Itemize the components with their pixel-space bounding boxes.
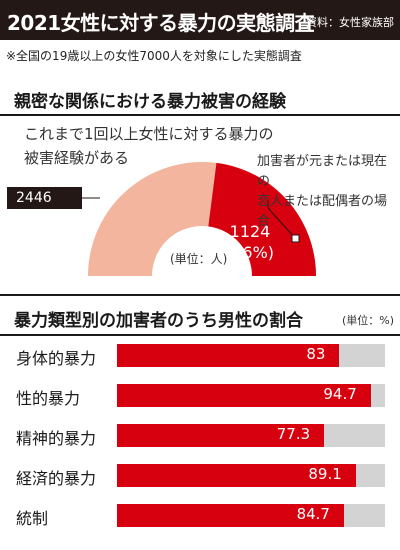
bar-track: 77.3 bbox=[117, 424, 385, 447]
bar-track: 83 bbox=[117, 344, 385, 367]
callout-line-2: 恋人または配偶者の場合 bbox=[257, 194, 388, 229]
bar-track: 94.7 bbox=[117, 384, 385, 407]
bar-value-label: 89.1 bbox=[308, 465, 342, 483]
section2-top-divider bbox=[0, 294, 400, 296]
bar bbox=[117, 384, 371, 407]
bar-category-label: 統制 bbox=[16, 509, 49, 528]
total-value-box: 2446 bbox=[7, 187, 82, 209]
description-line-2: 被害経験がある bbox=[24, 149, 130, 167]
bar-value-label: 94.7 bbox=[323, 385, 357, 403]
section2-title: 暴力類型別の加害者のうち男性の割合 bbox=[14, 311, 303, 331]
part-value-label: 1124 bbox=[230, 222, 271, 241]
header-bar: 2021女性に対する暴力の実態調査 資料：女性家族部 bbox=[0, 0, 400, 40]
bar bbox=[117, 344, 340, 367]
source-label: 資料：女性家族部 bbox=[306, 16, 394, 29]
half-donut-chart: 1124 (46%) bbox=[73, 162, 316, 276]
bar-category-label: 経済的暴力 bbox=[16, 469, 97, 488]
section1-description: これまで1回以上女性に対する暴力の 被害経験がある bbox=[24, 122, 324, 170]
section2-unit: (単位：%) bbox=[341, 314, 394, 327]
part-callout: 加害者が元または現在の 恋人または配偶者の場合 bbox=[257, 152, 397, 232]
bar-category-label: 身体的暴力 bbox=[16, 349, 97, 368]
section1-divider bbox=[0, 114, 400, 116]
bar-category-label: 性的暴力 bbox=[16, 389, 81, 408]
callout-marker bbox=[291, 234, 300, 243]
total-value-label: 2446 bbox=[16, 190, 52, 206]
bar-value-label: 84.7 bbox=[296, 505, 330, 523]
description-line-1: これまで1回以上女性に対する暴力の bbox=[24, 125, 274, 143]
section2-divider bbox=[0, 334, 400, 336]
donut-part-arc bbox=[208, 162, 316, 276]
section1-unit: (単位：人) bbox=[170, 252, 228, 266]
bar bbox=[117, 464, 356, 487]
section1-title: 親密な関係における暴力被害の経験 bbox=[14, 92, 286, 112]
callout-line-1: 加害者が元または現在の bbox=[257, 154, 388, 189]
bar-track: 84.7 bbox=[117, 504, 385, 527]
survey-note: ※全国の19歳以上の女性7000人を対象にした実態調査 bbox=[6, 49, 302, 63]
part-percent-label: (46%) bbox=[226, 243, 274, 262]
bar-category-label: 精神的暴力 bbox=[16, 429, 97, 448]
bar-value-label: 83 bbox=[306, 345, 326, 363]
bar-track: 89.1 bbox=[117, 464, 385, 487]
bar bbox=[117, 504, 344, 527]
bar-value-label: 77.3 bbox=[276, 425, 311, 443]
bar bbox=[117, 424, 325, 447]
page-title: 2021女性に対する暴力の実態調査 bbox=[7, 11, 315, 35]
callout-leader-diagonal bbox=[267, 207, 295, 238]
